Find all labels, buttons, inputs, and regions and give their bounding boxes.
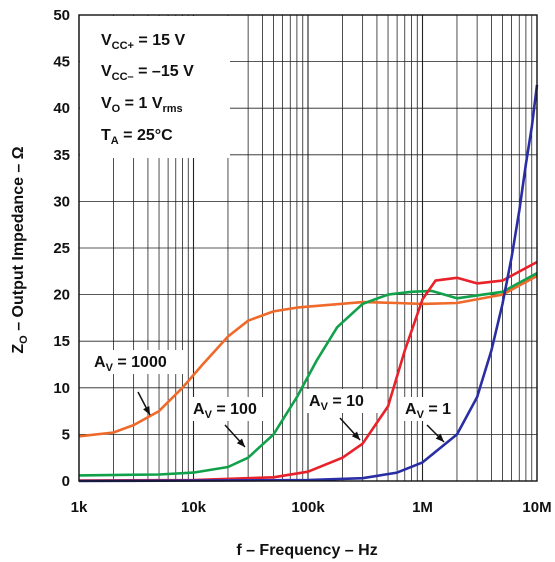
label-arrow-head [143, 406, 150, 415]
series-label-background [91, 350, 185, 374]
label-arrow-head [236, 438, 245, 447]
condition-text: TA = 25°C [101, 127, 173, 147]
conditions-background [80, 16, 230, 158]
series-label-background [190, 397, 272, 421]
series-label: AV = 100 [193, 401, 257, 421]
y-tick-label: 10 [53, 380, 70, 397]
x-axis-title: f – Frequency – Hz [236, 542, 377, 559]
y-tick-label: 45 [53, 54, 70, 71]
series-line [78, 274, 538, 438]
conditions-box: VCC+ = 15 V VCC– = –15 V VO = 1 Vrms TA = 2… [80, 16, 230, 158]
series-line [78, 84, 539, 483]
plot-border [78, 14, 538, 482]
condition-text: VCC+ = 15 V [101, 32, 185, 52]
y-axis-title: ZO – Output Impedance – Ω [10, 146, 30, 353]
x-tick-label: 10k [181, 499, 207, 516]
plot-frame [78, 14, 538, 482]
label-arrow-head [435, 433, 444, 442]
series-labels: AV = 1000 AV = 100 AV = 10 AV = 1 [91, 350, 454, 448]
series-label-background [306, 389, 378, 413]
label-arrow-head [351, 431, 360, 440]
y-tick-label: 30 [53, 193, 70, 210]
series-layer [78, 84, 539, 483]
condition-text: VCC– = –15 V [101, 63, 194, 83]
condition-text: VO = 1 Vrms [101, 95, 183, 115]
y-tick-label: 15 [53, 333, 70, 350]
x-tick-label: 1M [412, 499, 433, 516]
x-tick-label: 100k [291, 499, 325, 516]
y-tick-label: 40 [53, 100, 70, 117]
y-tick-label: 25 [53, 240, 70, 257]
series-label: AV = 1000 [94, 354, 167, 374]
x-tick-label: 1k [71, 499, 88, 516]
series-line [78, 272, 538, 477]
y-tick-label: 50 [53, 7, 70, 24]
x-tick-label: 10M [522, 499, 551, 516]
series-label: AV = 1 [405, 401, 451, 421]
tick-labels: 0 5 10 15 20 25 30 35 40 45 50 1k 10k 100k 1M 10M [53, 7, 551, 516]
series-line [78, 260, 538, 482]
y-tick-label: 0 [62, 473, 70, 490]
y-tick-label: 5 [62, 426, 70, 443]
y-tick-label: 20 [53, 287, 70, 304]
series-label-background [402, 397, 454, 421]
series-label: AV = 10 [309, 393, 364, 413]
y-tick-label: 35 [53, 147, 70, 164]
